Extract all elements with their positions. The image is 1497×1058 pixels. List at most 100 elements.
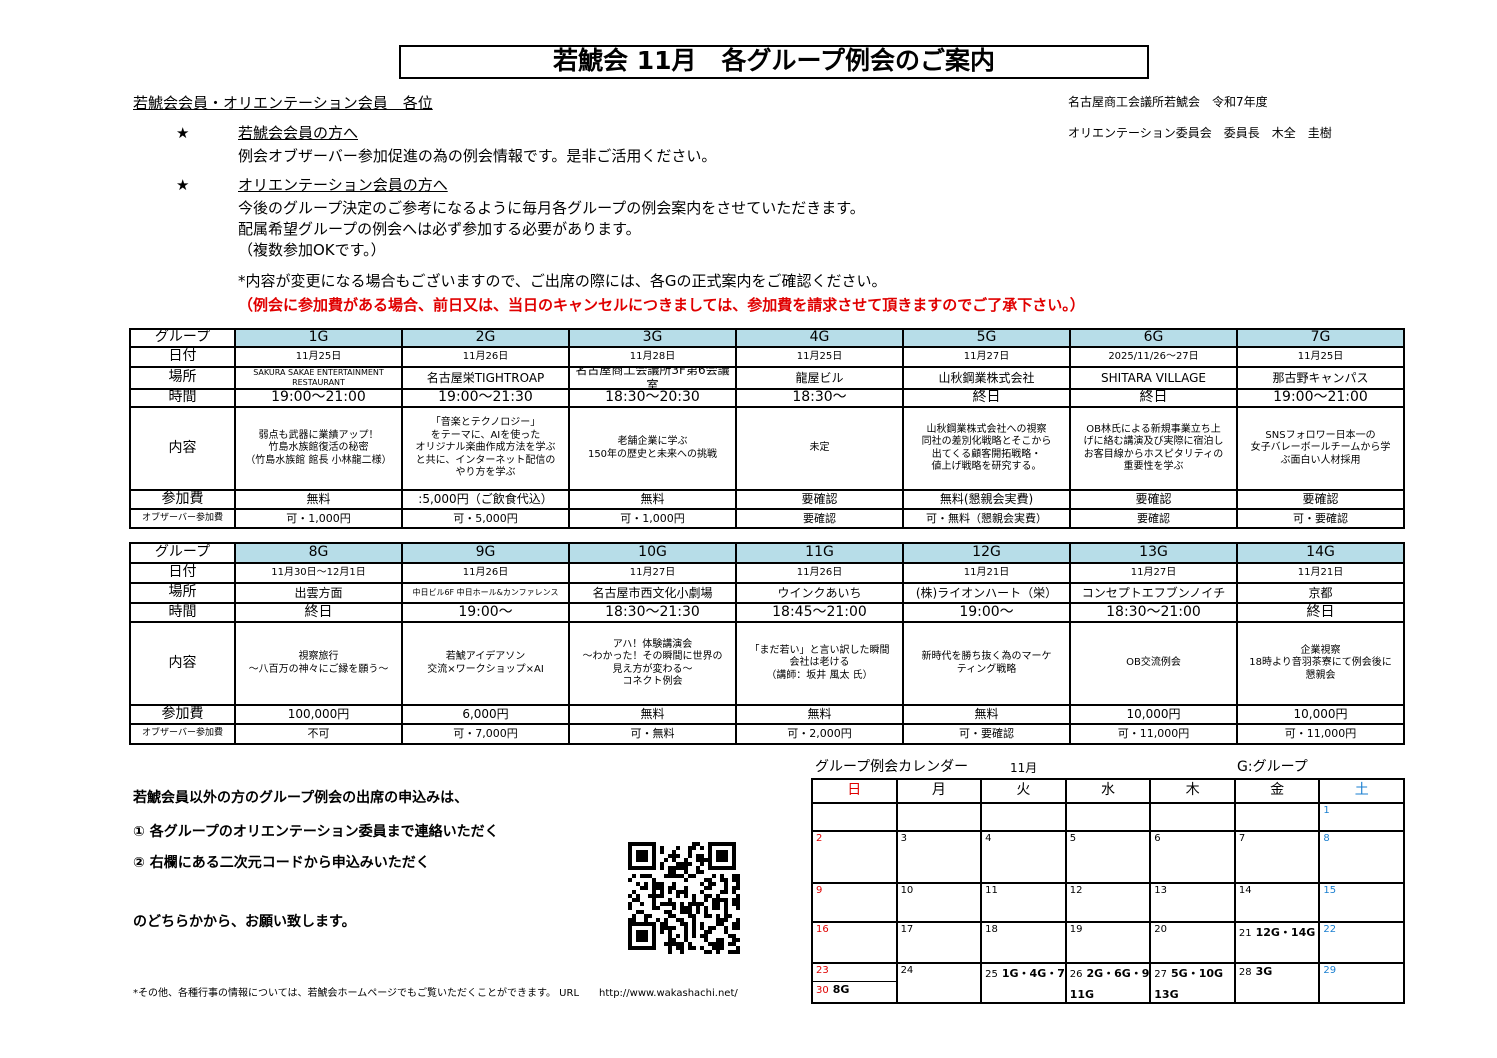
name-cell: 8G xyxy=(235,543,402,563)
day-number: 21 xyxy=(1238,928,1252,939)
day-line: 29 xyxy=(1320,964,1403,977)
qr-module xyxy=(660,926,664,930)
day-number: 30 xyxy=(816,985,829,996)
qr-module xyxy=(736,882,740,886)
note-line: （複数参加OKです。） xyxy=(238,241,386,259)
day-number: 9 xyxy=(816,885,823,896)
qr-module xyxy=(660,902,664,906)
qr-module xyxy=(652,890,656,894)
qr-module xyxy=(676,942,680,946)
qr-module xyxy=(688,906,692,910)
qr-module xyxy=(708,950,712,954)
content-cell: 企業視察 18時より音羽茶寮にて例会後に 懇親会 xyxy=(1237,622,1404,705)
qr-module xyxy=(652,878,656,882)
name-cell: 11G xyxy=(736,543,903,563)
calendar-cell: 22 xyxy=(1319,922,1404,963)
qr-module xyxy=(684,886,688,890)
qr-module xyxy=(676,874,680,878)
place-cell: 那古野キャンパス xyxy=(1237,367,1404,389)
qr-module xyxy=(672,866,676,870)
caution: *内容が変更になる場合もございますので、ご出席の際には、各Gの正式案内をご確認く… xyxy=(238,272,887,290)
place-cell: ウインクあいち xyxy=(736,583,903,603)
qr-module xyxy=(692,926,696,930)
qr-module xyxy=(652,894,656,898)
fee-cell: 10,000円 xyxy=(1070,705,1237,724)
name-cell: 2G xyxy=(402,329,569,347)
observer-cell: 可・5,000円 xyxy=(402,509,569,528)
qr-module xyxy=(672,858,676,862)
fee-cell: 無料(懇親会実費) xyxy=(903,490,1070,509)
calendar-cell: 21 12G・14G xyxy=(1234,922,1320,963)
content-line: をテーマに、AIを使った xyxy=(430,429,541,441)
content-line: 「まだ若い」と言い訳した瞬間 xyxy=(749,644,890,656)
qr-module xyxy=(668,946,672,950)
qr-module xyxy=(664,922,668,926)
note-heading: オリエンテーション会員の方へ xyxy=(238,176,448,194)
qr-module xyxy=(672,942,676,946)
qr-module xyxy=(672,850,676,854)
note-line: 今後のグループ決定のご参考になるように毎月各グループの例会案内をさせていただきま… xyxy=(238,199,865,217)
day-line: 22 xyxy=(1320,923,1403,936)
name-cell: 12G xyxy=(903,543,1070,563)
place-cell: 山秋鋼業株式会社 xyxy=(903,367,1070,389)
day-line: 15 xyxy=(1320,884,1403,897)
observer-cell: 可・1,000円 xyxy=(235,509,402,528)
content-line: 視察旅行 xyxy=(298,651,339,662)
note-line: 配属希望グループの例会へは必ず参加する必要があります。 xyxy=(238,220,641,238)
row-label: 日付 xyxy=(130,563,235,583)
qr-module xyxy=(672,870,676,874)
qr-module xyxy=(644,886,648,890)
qr-module xyxy=(724,886,728,890)
qr-module xyxy=(724,930,728,934)
qr-module xyxy=(720,878,724,882)
qr-module xyxy=(692,930,696,934)
qr-module xyxy=(684,858,688,862)
qr-module xyxy=(640,886,644,890)
content-line: 出てくる顧客開拓戦略・ xyxy=(931,448,1042,460)
qr-module xyxy=(636,850,648,862)
qr-module xyxy=(724,890,728,894)
day-number: 3 xyxy=(900,833,907,844)
weekday: 木 xyxy=(1150,779,1235,803)
fee-cell: 無料 xyxy=(569,490,736,509)
apply-line: ② 右欄にある二次元コードから申込みいただく xyxy=(133,855,430,871)
qr-module xyxy=(652,906,656,910)
fee-cell: 無料 xyxy=(903,705,1070,724)
qr-module xyxy=(644,874,648,878)
qr-module xyxy=(716,950,720,954)
qr-module xyxy=(684,870,688,874)
qr-module xyxy=(708,942,712,946)
content-line: OB林氏による新規事業立ち上 xyxy=(1086,423,1221,435)
content-line: 新時代を勝ち抜く為のマーケ xyxy=(921,651,1052,662)
content-cell: 視察旅行 ～八百万の神々にご縁を願う～ xyxy=(235,622,402,705)
qr-module xyxy=(656,906,660,910)
qr-module xyxy=(660,890,664,894)
qr-module xyxy=(660,894,664,898)
date-cell: 11月28日 xyxy=(569,347,736,367)
title: 若鯱会 11月 各グループ例会のご案内 xyxy=(553,46,995,75)
qr-module xyxy=(676,866,680,870)
qr-module xyxy=(644,918,648,922)
weekday: 水 xyxy=(1065,779,1151,803)
qr-module xyxy=(704,906,708,910)
qr-module xyxy=(680,950,684,954)
content-line: お客目線からホスピタリティの xyxy=(1083,448,1224,460)
content-line: 女子バレーボールチームから学 xyxy=(1250,442,1391,454)
qr-module xyxy=(676,862,680,866)
qr-module xyxy=(668,854,672,858)
qr-module xyxy=(668,926,672,930)
name-cell: 13G xyxy=(1070,543,1237,563)
qr-module xyxy=(676,846,680,850)
qr-module xyxy=(660,862,664,866)
calendar-cell: 13 xyxy=(1150,883,1235,922)
time-cell: 19:00～ xyxy=(903,603,1070,622)
qr-module xyxy=(668,942,672,946)
apply-line: のどちらかから、お願い致します。 xyxy=(133,914,356,930)
qr-module xyxy=(656,918,660,922)
qr-module xyxy=(684,930,688,934)
day-number: 14 xyxy=(1238,885,1252,896)
qr-module xyxy=(684,878,688,882)
time-cell: 終日 xyxy=(1070,389,1237,407)
day-number: 27 xyxy=(1154,969,1168,980)
day-line: 17 xyxy=(898,923,981,936)
